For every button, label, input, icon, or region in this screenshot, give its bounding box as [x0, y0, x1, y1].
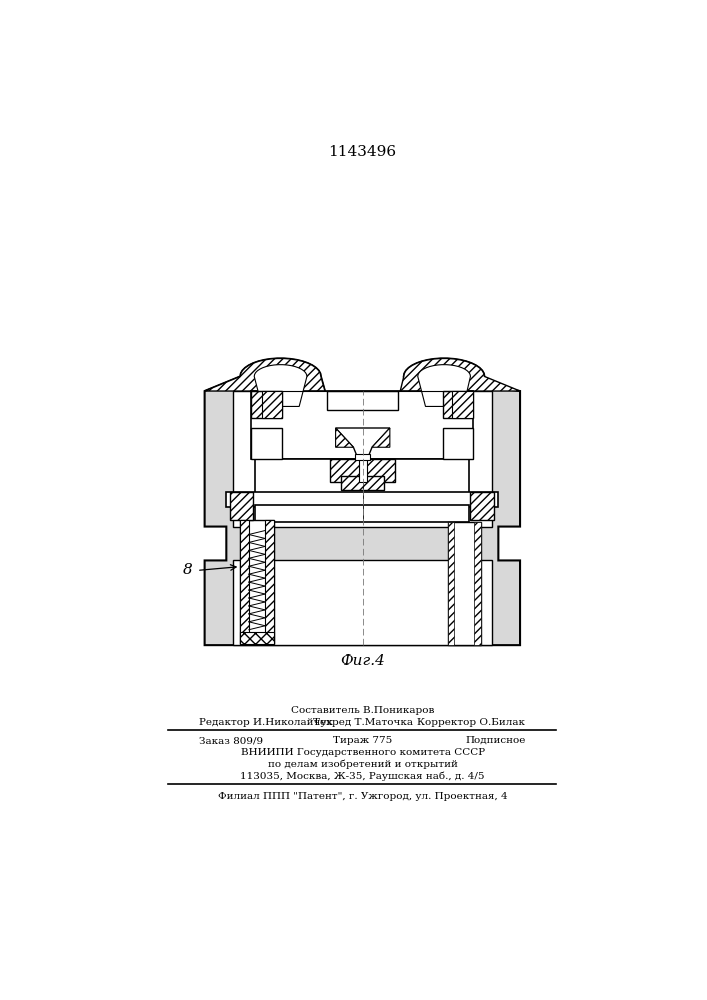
Polygon shape: [398, 358, 520, 410]
Text: Подписное: Подписное: [465, 736, 525, 745]
Polygon shape: [336, 428, 390, 455]
Bar: [251, 391, 282, 418]
Text: Заказ 809/9: Заказ 809/9: [199, 736, 263, 745]
Bar: [327, 391, 398, 410]
Bar: [262, 391, 282, 418]
Polygon shape: [418, 365, 470, 406]
Text: Составитель В.Поникаров: Составитель В.Поникаров: [291, 706, 434, 715]
Bar: [240, 520, 249, 644]
Bar: [251, 391, 473, 459]
Text: Филиал ППП "Патент", г. Ужгород, ул. Проектная, 4: Филиал ППП "Патент", г. Ужгород, ул. Про…: [218, 792, 508, 801]
Polygon shape: [255, 365, 307, 406]
Text: Корректор О.Билак: Корректор О.Билак: [417, 718, 525, 727]
Text: Фиг.4: Фиг.4: [340, 654, 385, 668]
Bar: [443, 391, 473, 418]
Bar: [474, 522, 481, 645]
Polygon shape: [204, 358, 520, 645]
Text: Техред Т.Маточка: Техред Т.Маточка: [312, 718, 413, 727]
Bar: [452, 391, 473, 418]
Bar: [240, 520, 274, 644]
Text: 113035, Москва, Ж-35, Раушская наб., д. 4/5: 113035, Москва, Ж-35, Раушская наб., д. …: [240, 771, 485, 781]
Bar: [251, 428, 282, 459]
Bar: [255, 505, 469, 522]
Bar: [240, 632, 274, 644]
Bar: [470, 492, 493, 520]
Text: Тираж 775: Тираж 775: [333, 736, 392, 745]
Bar: [265, 520, 274, 644]
Bar: [341, 476, 385, 490]
Polygon shape: [204, 358, 327, 410]
Bar: [255, 459, 469, 496]
Bar: [233, 560, 492, 645]
Bar: [443, 428, 473, 459]
Text: 8: 8: [182, 563, 192, 577]
Text: 1143496: 1143496: [328, 145, 396, 159]
Bar: [230, 492, 253, 520]
Bar: [233, 391, 492, 527]
Bar: [355, 454, 370, 460]
Polygon shape: [372, 428, 390, 447]
Bar: [448, 522, 454, 645]
Text: Редактор И.Николайчук: Редактор И.Николайчук: [199, 718, 333, 727]
Text: ВНИИПИ Государственного комитета СССР: ВНИИПИ Государственного комитета СССР: [240, 748, 485, 757]
Polygon shape: [336, 428, 354, 447]
Text: по делам изобретений и открытий: по делам изобретений и открытий: [268, 760, 457, 769]
Bar: [359, 455, 367, 482]
Bar: [226, 492, 498, 507]
Bar: [448, 522, 481, 645]
Bar: [330, 459, 395, 482]
